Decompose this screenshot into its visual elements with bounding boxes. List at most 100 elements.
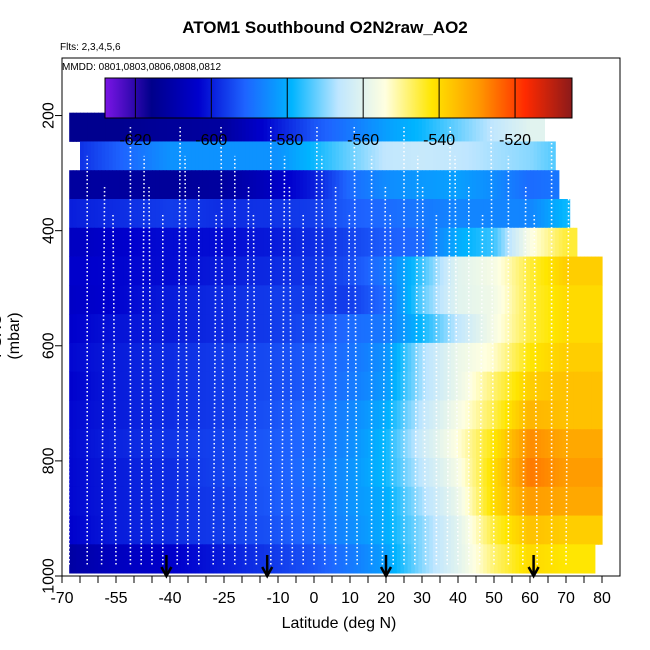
heatmap-cell	[332, 342, 337, 373]
heatmap-cell	[378, 515, 383, 545]
heatmap-cell	[360, 371, 365, 401]
heatmap-cell	[317, 170, 322, 200]
heatmap-cell	[285, 256, 290, 286]
heatmap-cell	[249, 112, 254, 142]
heatmap-cell	[90, 429, 95, 459]
heatmap-cell	[461, 285, 466, 315]
heatmap-cell	[105, 342, 110, 373]
heatmap-cell	[317, 429, 322, 459]
heatmap-cell	[324, 429, 329, 459]
heatmap-cell	[252, 458, 257, 488]
heatmap-cell	[177, 400, 182, 430]
heatmap-cell	[242, 227, 247, 257]
heatmap-cell	[234, 486, 239, 516]
heatmap-cell	[72, 314, 77, 344]
heatmap-cell	[242, 342, 247, 373]
heatmap-cell	[418, 544, 423, 574]
heatmap-cell	[407, 458, 412, 488]
heatmap-cell	[152, 371, 157, 401]
heatmap-cell	[249, 400, 254, 430]
dates-note: MMDD: 0801,0803,0806,0808,0812	[62, 62, 222, 73]
heatmap-cell	[587, 285, 592, 315]
flight-profile	[65, 127, 70, 565]
heatmap-cell	[166, 112, 171, 142]
heatmap-cell	[238, 112, 243, 142]
heatmap-cell	[411, 256, 416, 286]
heatmap-cell	[159, 515, 164, 545]
heatmap-cell	[242, 515, 247, 545]
heatmap-cell	[314, 199, 319, 229]
flight-profile	[454, 155, 459, 565]
heatmap-cell	[515, 486, 520, 516]
heatmap-cell	[519, 429, 524, 459]
heatmap-cell	[537, 429, 542, 459]
heatmap-cell	[476, 314, 481, 344]
heatmap-cell	[270, 256, 275, 286]
heatmap-cell	[278, 429, 283, 459]
heatmap-cell	[339, 285, 344, 315]
heatmap-cell	[148, 314, 153, 344]
heatmap-cell	[83, 400, 88, 430]
heatmap-cell	[566, 199, 571, 229]
heatmap-cell	[494, 256, 499, 286]
heatmap-cell	[119, 112, 124, 142]
heatmap-cell	[126, 342, 131, 373]
heatmap-cell	[501, 285, 506, 315]
heatmap-cell	[267, 285, 272, 315]
heatmap-cell	[249, 429, 254, 459]
heatmap-cell	[562, 371, 567, 401]
heatmap-cell	[389, 112, 394, 142]
heatmap-cell	[386, 285, 391, 315]
heatmap-cell	[108, 285, 113, 315]
heatmap-cell	[450, 400, 455, 430]
heatmap-cell	[332, 400, 337, 430]
heatmap-cell	[170, 458, 175, 488]
heatmap-cell	[371, 285, 376, 315]
heatmap-cell	[288, 227, 293, 257]
heatmap-cell	[591, 256, 596, 286]
heatmap-cell	[296, 486, 301, 516]
heatmap-cell	[472, 256, 477, 286]
heatmap-cell	[263, 400, 268, 430]
heatmap-cell	[126, 285, 131, 315]
heatmap-cell	[422, 371, 427, 401]
heatmap-cell	[296, 342, 301, 373]
heatmap-cell	[357, 544, 362, 574]
heatmap-cell	[483, 199, 488, 229]
heatmap-cell	[537, 256, 542, 286]
heatmap-cell	[101, 314, 106, 344]
heatmap-cell	[317, 544, 322, 574]
heatmap-cell	[364, 458, 369, 488]
heatmap-cell	[108, 458, 113, 488]
heatmap-cell	[350, 112, 355, 142]
heatmap-cell	[227, 458, 232, 488]
heatmap-cell	[299, 429, 304, 459]
heatmap-cell	[411, 342, 416, 373]
heatmap-cell	[490, 486, 495, 516]
heatmap-cell	[296, 515, 301, 545]
heatmap-cell	[386, 170, 391, 200]
heatmap-cell	[177, 170, 182, 200]
heatmap-cell	[116, 429, 121, 459]
heatmap-cell	[364, 515, 369, 545]
heatmap-cell	[501, 314, 506, 344]
heatmap-cell	[454, 544, 459, 574]
heatmap-cell	[314, 227, 319, 257]
heatmap-cell	[407, 342, 412, 373]
heatmap-cell	[472, 314, 477, 344]
heatmap-cell	[191, 170, 196, 200]
heatmap-cell	[188, 227, 193, 257]
heatmap-cell	[468, 199, 473, 229]
heatmap-cell	[404, 458, 409, 488]
heatmap-cell	[414, 544, 419, 574]
heatmap-cell	[191, 285, 196, 315]
heatmap-cell	[382, 458, 387, 488]
heatmap-cell	[407, 199, 412, 229]
heatmap-cell	[303, 285, 308, 315]
heatmap-cell	[216, 371, 221, 401]
heatmap-cell	[519, 227, 524, 257]
heatmap-cell	[339, 544, 344, 574]
heatmap-cell	[144, 227, 149, 257]
heatmap-cell	[98, 429, 103, 459]
heatmap-cell	[198, 227, 203, 257]
